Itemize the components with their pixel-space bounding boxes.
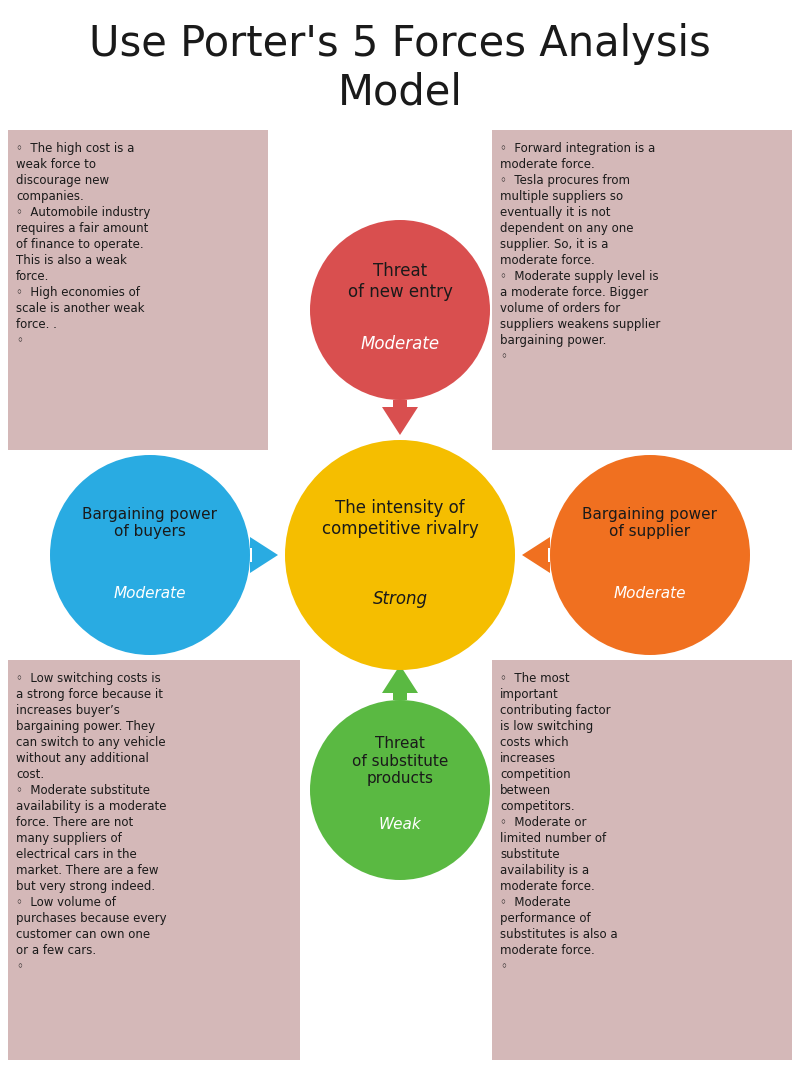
Polygon shape bbox=[250, 537, 278, 573]
Text: Weak: Weak bbox=[378, 816, 422, 831]
Ellipse shape bbox=[50, 455, 250, 655]
Text: Moderate: Moderate bbox=[614, 586, 686, 601]
Ellipse shape bbox=[310, 220, 490, 400]
Text: The intensity of
competitive rivalry: The intensity of competitive rivalry bbox=[322, 498, 478, 538]
Polygon shape bbox=[522, 537, 550, 573]
Ellipse shape bbox=[550, 455, 750, 655]
Text: Use Porter's 5 Forces Analysis
Model: Use Porter's 5 Forces Analysis Model bbox=[89, 22, 711, 113]
Bar bbox=[8, 130, 268, 450]
Ellipse shape bbox=[310, 700, 490, 880]
Text: ◦  The high cost is a
weak force to
discourage new
companies.
◦  Automobile indu: ◦ The high cost is a weak force to disco… bbox=[16, 142, 150, 347]
Text: Threat
of substitute
products: Threat of substitute products bbox=[352, 736, 448, 786]
Bar bbox=[8, 660, 300, 1060]
Text: Threat
of new entry: Threat of new entry bbox=[347, 261, 453, 301]
Bar bbox=[492, 130, 792, 450]
Text: ◦  Forward integration is a
moderate force.
◦  Tesla procures from
multiple supp: ◦ Forward integration is a moderate forc… bbox=[500, 142, 660, 363]
Text: Moderate: Moderate bbox=[361, 335, 439, 353]
Text: ◦  The most
important
contributing factor
is low switching
costs which
increases: ◦ The most important contributing factor… bbox=[500, 672, 618, 973]
Ellipse shape bbox=[285, 440, 515, 670]
Text: Moderate: Moderate bbox=[114, 586, 186, 601]
Text: Bargaining power
of supplier: Bargaining power of supplier bbox=[582, 507, 718, 539]
Polygon shape bbox=[382, 400, 418, 435]
Text: ◦  Low switching costs is
a strong force because it
increases buyer’s
bargaining: ◦ Low switching costs is a strong force … bbox=[16, 672, 166, 973]
Bar bbox=[492, 660, 792, 1060]
Text: Strong: Strong bbox=[373, 590, 427, 608]
Text: Bargaining power
of buyers: Bargaining power of buyers bbox=[82, 507, 218, 539]
Polygon shape bbox=[382, 665, 418, 700]
